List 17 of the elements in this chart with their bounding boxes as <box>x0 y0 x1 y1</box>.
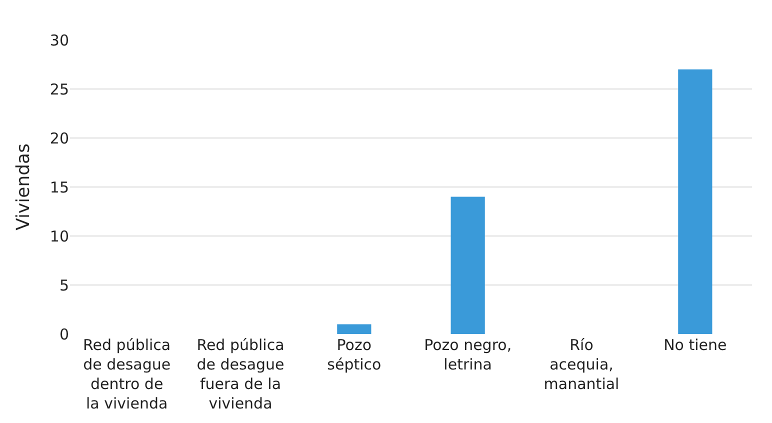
x-tick-label: Pozo séptico <box>327 336 382 374</box>
y-tick-label: 5 <box>59 276 69 294</box>
y-tick-label: 20 <box>50 129 69 148</box>
y-tick-label: 30 <box>50 31 69 50</box>
x-tick-label: Red pública de desague fuera de la vivienda <box>196 336 284 412</box>
y-tick-label: 0 <box>59 325 69 344</box>
x-tick-label: Red pública de desague dentro de la vivienda <box>83 336 171 412</box>
bar <box>450 196 485 334</box>
x-tick-label: No tiene <box>664 336 727 354</box>
x-tick-label: Pozo negro, letrina <box>424 336 512 374</box>
y-tick-label: 15 <box>50 178 69 196</box>
y-tick-label: 10 <box>50 227 69 246</box>
x-tick-label: Río acequia, manantial <box>544 336 620 393</box>
y-tick-label: 25 <box>50 80 69 98</box>
bar <box>337 324 372 334</box>
bar <box>678 69 712 334</box>
y-axis-title: Viviendas <box>13 144 34 230</box>
